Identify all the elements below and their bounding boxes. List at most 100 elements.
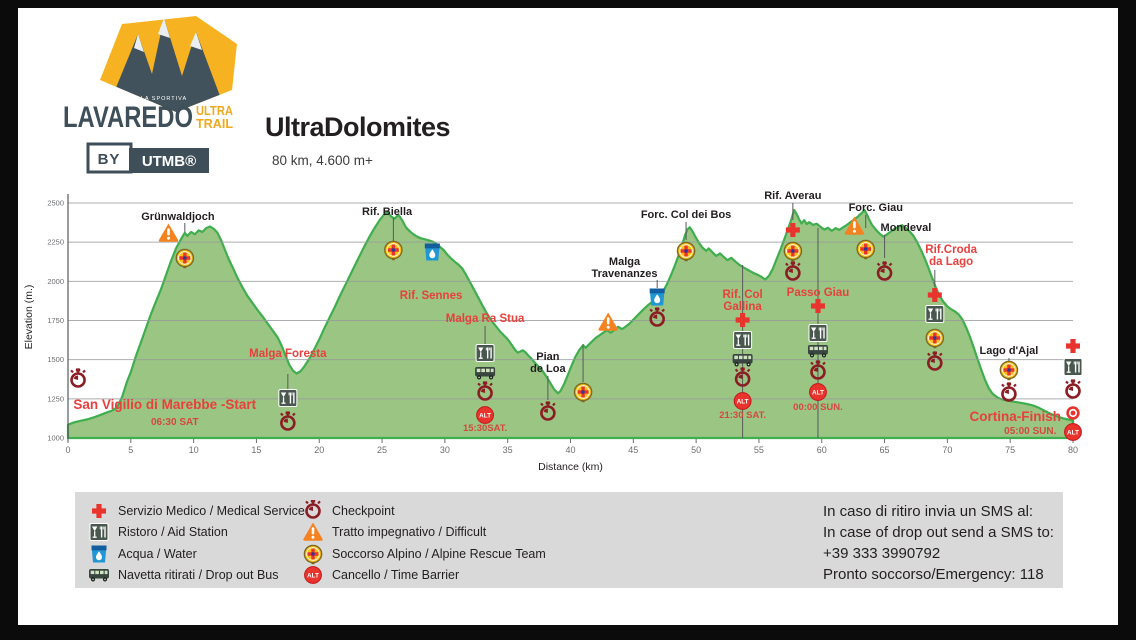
legend-panel: Servizio Medico / Medical Service Ristor…: [75, 492, 1063, 588]
logo-ultra-text: ULTRA: [196, 103, 234, 118]
alpine-rescue-icon: [676, 241, 696, 262]
legend-label: Servizio Medico / Medical Service: [118, 503, 305, 518]
difficult-icon: [303, 522, 323, 542]
waypoint-label: Gallina: [723, 301, 762, 313]
checkpoint-icon: [540, 401, 556, 421]
waypoint-label: Passo Giau: [787, 287, 850, 299]
alpine-rescue-icon: [303, 544, 323, 564]
x-tick-label: 40: [565, 445, 575, 455]
time-barrier-icon: ALT: [733, 392, 752, 410]
emergency-info: In caso di ritiro invia un SMS al: In ca…: [823, 501, 1054, 585]
medical-icon: [735, 313, 750, 327]
x-tick-label: 5: [128, 445, 133, 455]
alpine-rescue-icon: [925, 328, 945, 349]
medical-icon: [785, 223, 800, 237]
waypoint-label: Grünwaldjoch: [141, 211, 215, 223]
water-icon: [424, 243, 440, 261]
waypoint-label: Malga Ra Stua: [446, 313, 525, 325]
medical-icon: [810, 299, 825, 313]
svg-text:ALT: ALT: [1067, 429, 1079, 436]
waypoint-label: Cortina-Finish: [969, 409, 1061, 424]
checkpoint-icon: [1065, 379, 1081, 399]
x-tick-label: 30: [440, 445, 450, 455]
x-tick-label: 45: [628, 445, 638, 455]
bus-icon: [475, 367, 496, 380]
aid-station-icon: [1063, 358, 1083, 376]
y-tick-label: 1000: [47, 434, 64, 443]
medical-icon: [87, 500, 111, 522]
waypoint-time: 00:00 SUN.: [793, 402, 843, 413]
legend-column-services: Servizio Medico / Medical Service Ristor…: [87, 500, 305, 586]
logo-utmb-text: UTMB®: [142, 153, 196, 170]
time-barrier-icon: ALT: [476, 406, 494, 424]
waypoint-label: da Lago: [929, 256, 973, 268]
bus-icon: [732, 354, 753, 367]
logo-sportiva-text: LA SPORTIVA: [141, 96, 187, 102]
finish-icon: [1066, 406, 1080, 420]
time-barrier-icon: ALT: [1064, 423, 1082, 441]
elevation-profile-chart: 1000 1250 1500 1750 2000 2250 2500 0 5 10 15 20 25 30…: [23, 190, 1083, 473]
checkpoint-icon: [876, 261, 893, 281]
x-tick-label: 60: [817, 445, 827, 455]
legend-item-water: Acqua / Water: [87, 543, 305, 565]
emergency-line: In caso di ritiro invia un SMS al:: [823, 503, 1034, 520]
svg-text:ALT: ALT: [479, 412, 491, 419]
svg-text:ALT: ALT: [737, 398, 749, 405]
legend-item-difficult: Tratto impegnativo / Difficult: [301, 522, 546, 544]
alpine-rescue-icon: [301, 543, 325, 565]
logo-trail-text: TRAIL: [196, 116, 233, 131]
x-tick-label: 50: [691, 445, 701, 455]
waypoint-label: Rif.Croda: [925, 244, 977, 256]
page-subtitle: 80 km, 4.600 m+: [272, 153, 373, 168]
time-barrier-icon: ALT: [301, 564, 325, 586]
medical-icon: [927, 288, 942, 302]
legend-item-alpine-rescue: Soccorso Alpino / Alpine Rescue Team: [301, 543, 546, 565]
legend-item-checkpoint: Checkpoint: [301, 499, 546, 522]
waypoint-label: Travenanzes: [591, 268, 657, 280]
emergency-line: Pronto soccorso/Emergency: 118: [823, 566, 1044, 583]
checkpoint-icon: [810, 360, 826, 380]
legend-item-drop-out-bus: Navetta ritirati / Drop out Bus: [87, 565, 305, 587]
waypoint-label: Rif. Col: [722, 289, 762, 301]
x-axis-title: Distance (km): [538, 461, 603, 473]
checkpoint-icon: [734, 367, 751, 387]
emergency-line: +39 333 3990792: [823, 545, 941, 562]
difficult-icon: [301, 521, 325, 543]
checkpoint-icon: [927, 351, 943, 371]
waypoint-time: 05:00 SUN.: [1004, 426, 1056, 437]
y-axis-title: Elevation (m.): [23, 285, 35, 350]
y-tick-label: 1750: [47, 316, 64, 325]
aid-station-icon: [475, 344, 495, 362]
legend-label: Tratto impegnativo / Difficult: [332, 525, 487, 540]
difficult-icon: [158, 223, 179, 242]
aid-station-icon: [89, 523, 109, 542]
svg-text:ALT: ALT: [307, 573, 319, 580]
legend-item-aid-station: Ristoro / Aid Station: [87, 522, 305, 544]
emergency-line: In case of drop out send a SMS to:: [823, 524, 1054, 541]
waypoint-label: Lago d'Ajal: [980, 345, 1039, 357]
water-icon: [91, 545, 107, 563]
alpine-rescue-icon: [384, 240, 403, 261]
difficult-icon: [844, 216, 865, 235]
legend-label: Checkpoint: [332, 503, 395, 518]
legend-column-markers: Checkpoint Tratto impegnativo / Difficul…: [301, 499, 546, 586]
bus-icon: [807, 345, 828, 358]
x-tick-label: 75: [1005, 445, 1015, 455]
alpine-rescue-icon: [856, 239, 876, 260]
waypoint-time: 15:30SAT.: [463, 423, 507, 434]
lavaredo-ultra-trail-logo: LA SPORTIVA LAVAREDO ULTRA TRAIL BY UTMB…: [63, 16, 237, 174]
checkpoint-icon: [477, 381, 493, 401]
water-icon: [649, 288, 665, 306]
waypoint-label: Pian: [536, 351, 560, 363]
checkpoint-icon: [280, 411, 296, 431]
y-tick-label: 2500: [47, 199, 64, 208]
x-tick-label: 20: [314, 445, 324, 455]
alpine-rescue-icon: [175, 248, 195, 269]
medical-icon: [92, 503, 106, 518]
legend-item-medical: Servizio Medico / Medical Service: [87, 500, 305, 522]
x-tick-label: 55: [754, 445, 764, 455]
x-tick-label: 65: [880, 445, 890, 455]
waypoint-label: Malga: [609, 256, 641, 268]
alpine-rescue-icon: [783, 241, 803, 262]
bus-icon: [87, 564, 111, 586]
